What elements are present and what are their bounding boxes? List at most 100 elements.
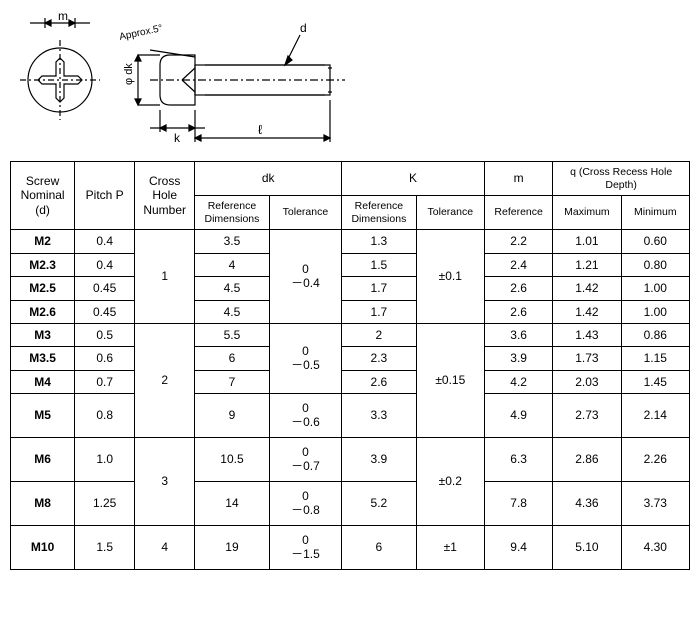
cell-k: 1.5 — [342, 253, 417, 276]
cell-chn: 4 — [135, 526, 195, 570]
table-row: M50.890－0.63.34.92.732.14 — [11, 394, 690, 438]
cell-k-tol: ±1 — [416, 526, 484, 570]
cell-min: 1.00 — [621, 300, 689, 323]
hdr-k-tol: Tolerance — [416, 196, 484, 230]
hdr-screw-nominal: Screw Nominal (d) — [11, 162, 75, 230]
cell-max: 1.42 — [553, 300, 621, 323]
cell-min: 1.15 — [621, 347, 689, 370]
cell-dk: 14 — [195, 482, 270, 526]
cell-k: 2.3 — [342, 347, 417, 370]
cell-d: M5 — [11, 394, 75, 438]
cell-pitch: 1.5 — [75, 526, 135, 570]
cell-min: 3.73 — [621, 482, 689, 526]
cell-pitch: 1.25 — [75, 482, 135, 526]
cell-dk: 3.5 — [195, 230, 270, 253]
cell-pitch: 0.45 — [75, 277, 135, 300]
cell-max: 2.03 — [553, 370, 621, 393]
cell-dk: 4.5 — [195, 277, 270, 300]
hdr-pitch: Pitch P — [75, 162, 135, 230]
table-row: M3.50.662.33.91.731.15 — [11, 347, 690, 370]
cell-pitch: 1.0 — [75, 438, 135, 482]
cell-dk: 5.5 — [195, 323, 270, 346]
cell-k: 3.9 — [342, 438, 417, 482]
cell-dk: 9 — [195, 394, 270, 438]
label-m: m — [58, 10, 68, 23]
hdr-dk: dk — [195, 162, 342, 196]
cell-dk: 4.5 — [195, 300, 270, 323]
cell-dk-tol: 0－0.5 — [269, 323, 341, 393]
cell-dk: 6 — [195, 347, 270, 370]
cell-min: 4.30 — [621, 526, 689, 570]
cell-d: M6 — [11, 438, 75, 482]
cell-m: 6.3 — [484, 438, 552, 482]
cell-k-tol: ±0.15 — [416, 323, 484, 437]
cell-d: M2 — [11, 230, 75, 253]
cell-pitch: 0.45 — [75, 300, 135, 323]
cell-m: 9.4 — [484, 526, 552, 570]
table-row: M30.525.50－0.52±0.153.61.430.86 — [11, 323, 690, 346]
cell-max: 4.36 — [553, 482, 621, 526]
cell-k: 6 — [342, 526, 417, 570]
cell-k: 1.3 — [342, 230, 417, 253]
hdr-m: m — [484, 162, 552, 196]
table-row: M2.60.454.51.72.61.421.00 — [11, 300, 690, 323]
table-row: M2.30.441.52.41.210.80 — [11, 253, 690, 276]
cell-m: 2.4 — [484, 253, 552, 276]
cell-m: 4.9 — [484, 394, 552, 438]
hdr-K: K — [342, 162, 485, 196]
hdr-q: q (Cross Recess Hole Depth) — [553, 162, 690, 196]
label-k: k — [174, 131, 181, 145]
label-ell: ℓ — [258, 122, 263, 137]
hdr-dk-tol: Tolerance — [269, 196, 341, 230]
cell-k: 5.2 — [342, 482, 417, 526]
cell-dk: 7 — [195, 370, 270, 393]
cell-dk-tol: 0－0.8 — [269, 482, 341, 526]
cell-d: M4 — [11, 370, 75, 393]
cell-max: 2.86 — [553, 438, 621, 482]
cell-min: 1.00 — [621, 277, 689, 300]
label-d: d — [300, 21, 307, 35]
cell-pitch: 0.8 — [75, 394, 135, 438]
label-phi-dk: φ dk — [123, 63, 135, 85]
cell-d: M2.6 — [11, 300, 75, 323]
cell-m: 2.2 — [484, 230, 552, 253]
cell-min: 0.86 — [621, 323, 689, 346]
cell-max: 1.21 — [553, 253, 621, 276]
cell-k: 2.6 — [342, 370, 417, 393]
cell-max: 1.73 — [553, 347, 621, 370]
cell-dk-tol: 0－0.4 — [269, 230, 341, 324]
cell-max: 1.01 — [553, 230, 621, 253]
table-row: M20.413.50－0.41.3±0.12.21.010.60 — [11, 230, 690, 253]
hdr-k-ref: Reference Dimensions — [342, 196, 417, 230]
cell-dk: 19 — [195, 526, 270, 570]
hdr-cross-hole: Cross Hole Number — [135, 162, 195, 230]
cell-d: M3.5 — [11, 347, 75, 370]
label-approx5: Approx.5° — [118, 23, 163, 43]
hdr-dk-ref: Reference Dimensions — [195, 196, 270, 230]
cell-d: M8 — [11, 482, 75, 526]
cell-dk-tol: 0－1.5 — [269, 526, 341, 570]
cell-k: 3.3 — [342, 394, 417, 438]
cell-m: 7.8 — [484, 482, 552, 526]
cell-min: 2.14 — [621, 394, 689, 438]
cell-min: 1.45 — [621, 370, 689, 393]
cell-m: 3.6 — [484, 323, 552, 346]
cell-pitch: 0.4 — [75, 253, 135, 276]
cell-min: 0.80 — [621, 253, 689, 276]
table-row: M40.772.64.22.031.45 — [11, 370, 690, 393]
hdr-m-ref: Reference — [484, 196, 552, 230]
cell-m: 2.6 — [484, 300, 552, 323]
table-row: M81.25 140－0.85.2 7.84.363.73 — [11, 482, 690, 526]
hdr-q-max: Maximum — [553, 196, 621, 230]
cell-max: 1.42 — [553, 277, 621, 300]
cell-d: M2.5 — [11, 277, 75, 300]
hdr-q-min: Minimum — [621, 196, 689, 230]
table-row: M2.50.454.51.72.61.421.00 — [11, 277, 690, 300]
cell-chn: 3 — [135, 438, 195, 526]
cell-pitch: 0.4 — [75, 230, 135, 253]
cell-max: 5.10 — [553, 526, 621, 570]
cell-m: 3.9 — [484, 347, 552, 370]
cell-pitch: 0.5 — [75, 323, 135, 346]
cell-k-tol: ±0.1 — [416, 230, 484, 324]
technical-drawing: m Approx.5° d φ dk k — [10, 10, 690, 153]
